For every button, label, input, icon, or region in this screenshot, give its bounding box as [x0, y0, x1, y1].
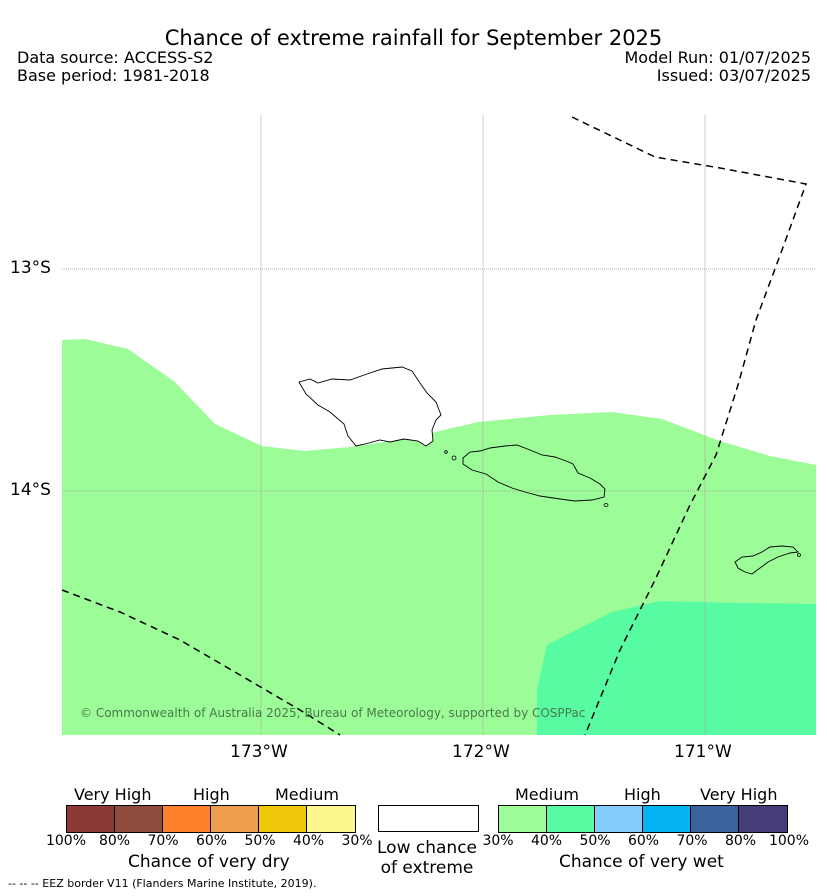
- wet-category-medium: Medium: [515, 785, 579, 804]
- wet-category-very-high: Very High: [700, 785, 778, 804]
- wet-swatch-3: [643, 806, 691, 832]
- low-chance-swatch: [378, 805, 479, 832]
- dry-tick-2: 70%: [147, 833, 179, 849]
- wet-tick-6: 100%: [768, 833, 810, 849]
- eez-borders: [61, 116, 808, 736]
- map-title: Chance of extreme rainfall for September…: [164, 26, 663, 50]
- low-chance-title-line2: of extreme: [380, 858, 474, 878]
- dry-category-medium: Medium: [275, 785, 339, 804]
- source-info: Data source: ACCESS-S2 Base period: 1981…: [17, 49, 213, 85]
- base-period: Base period: 1981-2018: [17, 66, 210, 85]
- wet-tick-5: 80%: [724, 833, 757, 849]
- wet-swatch-2: [595, 806, 643, 832]
- dry-category-very-high: Very High: [74, 785, 152, 804]
- model-run: Model Run: 01/07/2025: [624, 48, 812, 67]
- dry-legend-title: Chance of very dry: [128, 852, 290, 872]
- wet-tick-2: 50%: [579, 833, 611, 849]
- dry-swatch-0: [67, 806, 115, 832]
- lat-label-14s: 14°S: [10, 480, 51, 500]
- island-apolima: [444, 450, 448, 454]
- dry-swatch-2: [163, 806, 211, 832]
- dry-swatch-3: [211, 806, 259, 832]
- wet-swatch-4: [691, 806, 739, 832]
- high-wet-region: [537, 601, 816, 735]
- low-chance-title: Low chance of extreme: [376, 838, 478, 878]
- island-upolu: [462, 444, 606, 502]
- dry-swatches: [66, 805, 356, 833]
- island-savaii: [298, 366, 442, 447]
- dry-tick-3: 60%: [195, 833, 228, 849]
- dry-tick-1: 80%: [98, 833, 131, 849]
- lon-label-173w: 173°W: [230, 742, 288, 762]
- wet-swatch-5: [739, 806, 787, 832]
- run-info: Model Run: 01/07/2025 Issued: 03/07/2025: [625, 49, 812, 85]
- dry-swatch-1: [115, 806, 163, 832]
- eez-footnote: -- -- -- EEZ border V11 (Flanders Marine…: [8, 877, 317, 890]
- wet-swatch-1: [547, 806, 595, 832]
- island-manono: [451, 455, 457, 461]
- wet-tick-1: 40%: [530, 833, 563, 849]
- low-chance-title-line1: Low chance: [377, 838, 477, 858]
- dry-tick-4: 50%: [244, 833, 276, 849]
- island-tutuila: [734, 545, 799, 575]
- lon-label-171w: 171°W: [674, 742, 732, 762]
- wet-tick-4: 70%: [676, 833, 708, 849]
- map-canvas: [61, 115, 816, 736]
- island-aunuu: [797, 553, 801, 557]
- gridlines: [62, 268, 816, 492]
- wet-tick-0: 30%: [482, 833, 514, 849]
- copyright-notice: © Commonwealth of Australia 2025, Bureau…: [80, 706, 586, 720]
- dry-tick-0: 100%: [45, 833, 87, 849]
- issued-date: Issued: 03/07/2025: [656, 66, 811, 85]
- meridians: [260, 115, 706, 735]
- wet-swatches: [498, 805, 788, 833]
- wet-swatch-0: [499, 806, 547, 832]
- island-islet: [603, 503, 609, 507]
- wet-legend-title: Chance of very wet: [559, 852, 724, 872]
- dry-tick-6: 30%: [341, 833, 373, 849]
- lon-label-172w: 172°W: [452, 742, 510, 762]
- data-source: Data source: ACCESS-S2: [17, 48, 214, 67]
- dry-tick-5: 40%: [292, 833, 325, 849]
- dry-swatch-5: [307, 806, 355, 832]
- wet-category-high: High: [624, 785, 661, 804]
- lat-label-13s: 13°S: [10, 258, 51, 278]
- dry-category-high: High: [193, 785, 230, 804]
- dry-swatch-4: [259, 806, 307, 832]
- wet-tick-3: 60%: [627, 833, 660, 849]
